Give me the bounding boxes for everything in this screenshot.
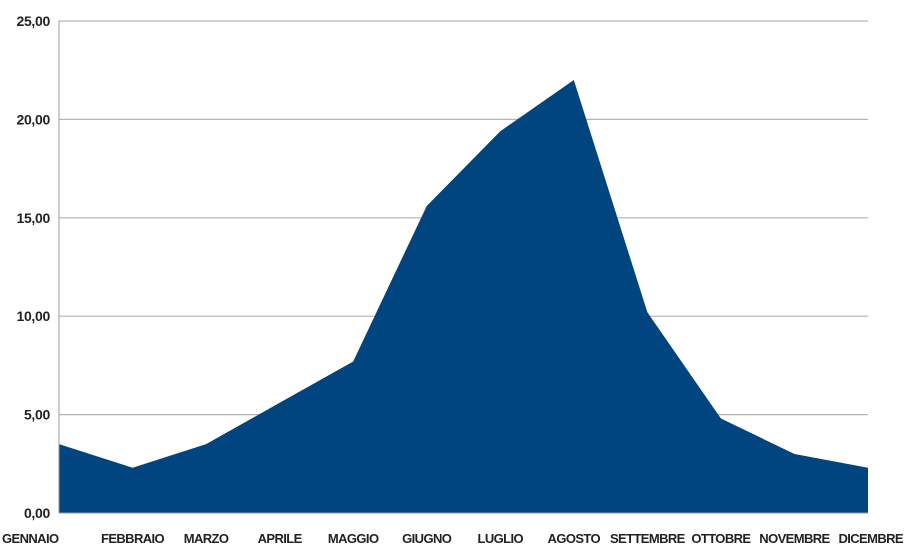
x-tick-label: AGOSTO bbox=[548, 531, 601, 546]
x-tick-label: DICEMBRE bbox=[838, 531, 903, 546]
x-tick-label: LUGLIO bbox=[478, 531, 524, 546]
x-tick-label: MARZO bbox=[184, 531, 229, 546]
x-tick-label: OTTOBRE bbox=[691, 531, 751, 546]
x-tick-label: APRILE bbox=[258, 531, 303, 546]
x-tick-label: MAGGIO bbox=[328, 531, 379, 546]
y-axis-tick-labels: 0,00 5,00 10,00 15,00 20,00 25,00 bbox=[16, 13, 50, 521]
y-tick-label: 15,00 bbox=[16, 210, 50, 226]
x-tick-label: FEBBRAIO bbox=[101, 531, 165, 546]
y-tick-label: 0,00 bbox=[24, 505, 51, 521]
y-tick-label: 5,00 bbox=[24, 407, 51, 423]
y-tick-label: 10,00 bbox=[16, 308, 50, 324]
series-area bbox=[59, 80, 868, 513]
y-tick-label: 20,00 bbox=[16, 111, 50, 127]
x-tick-label: NOVEMBRE bbox=[759, 531, 830, 546]
x-tick-label: GIUGNO bbox=[402, 531, 452, 546]
data-area bbox=[58, 79, 869, 513]
axes bbox=[58, 21, 868, 514]
y-tick-label: 25,00 bbox=[16, 13, 50, 29]
x-axis-tick-labels: GENNAIO FEBBRAIO MARZO APRILE MAGGIO GIUGNO LU… bbox=[2, 531, 905, 546]
x-tick-label: GENNAIO bbox=[2, 531, 59, 546]
x-tick-label: SETTEMBRE bbox=[610, 531, 686, 546]
